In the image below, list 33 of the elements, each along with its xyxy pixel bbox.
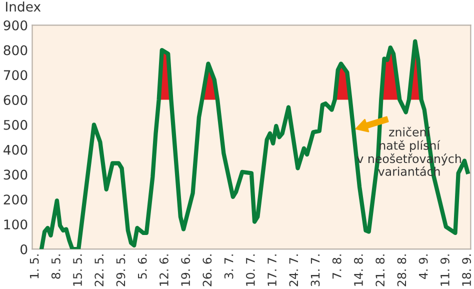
x-tick-label: 7. 8. (332, 254, 342, 279)
y-tick-label: 600 (4, 95, 28, 105)
x-tick-label: 15. 5. (73, 254, 82, 286)
x-tick-label: 31. 7. (310, 254, 320, 286)
x-tick-label: 1. 5. (30, 254, 39, 278)
x-tick-label: 10. 7. (246, 254, 255, 286)
x-tick-label: 24. 7. (289, 254, 298, 286)
x-tick-label: 21. 8. (376, 254, 385, 286)
x-tick-label: 3. 7. (224, 254, 234, 279)
y-axis-title: Index (6, 1, 41, 12)
y-tick-label: 700 (4, 70, 28, 80)
line-series (39, 39, 470, 250)
x-tick-label: 11. 9. (440, 254, 450, 286)
y-tick-label: 200 (4, 194, 28, 205)
x-tick-label: 28. 8. (397, 254, 406, 286)
x-tick-label: 26. 6. (202, 254, 212, 286)
x-tick-label: 19. 6. (181, 254, 190, 286)
y-tick-label: 800 (4, 45, 28, 56)
x-tick-label: 5. 6. (138, 254, 147, 279)
y-tick-label: 100 (4, 219, 28, 230)
y-tick-label: 300 (4, 170, 28, 180)
x-tick-label: 18. 9. (462, 254, 472, 286)
x-tick-label: 29. 5. (116, 254, 126, 286)
x-tick-label: 14. 8. (354, 254, 363, 286)
y-tick-label: 0 (20, 244, 28, 254)
y-tick-label: 900 (4, 20, 28, 30)
x-tick-label: 22. 5. (94, 254, 104, 286)
x-tick-label: 4. 9. (418, 254, 428, 279)
x-tick-label: 17. 7. (268, 254, 276, 286)
y-tick-label: 400 (4, 144, 28, 155)
y-tick-label: 500 (4, 120, 28, 130)
x-tick-label: 12. 6. (160, 254, 168, 286)
x-tick-label: 8. 5. (51, 254, 60, 279)
